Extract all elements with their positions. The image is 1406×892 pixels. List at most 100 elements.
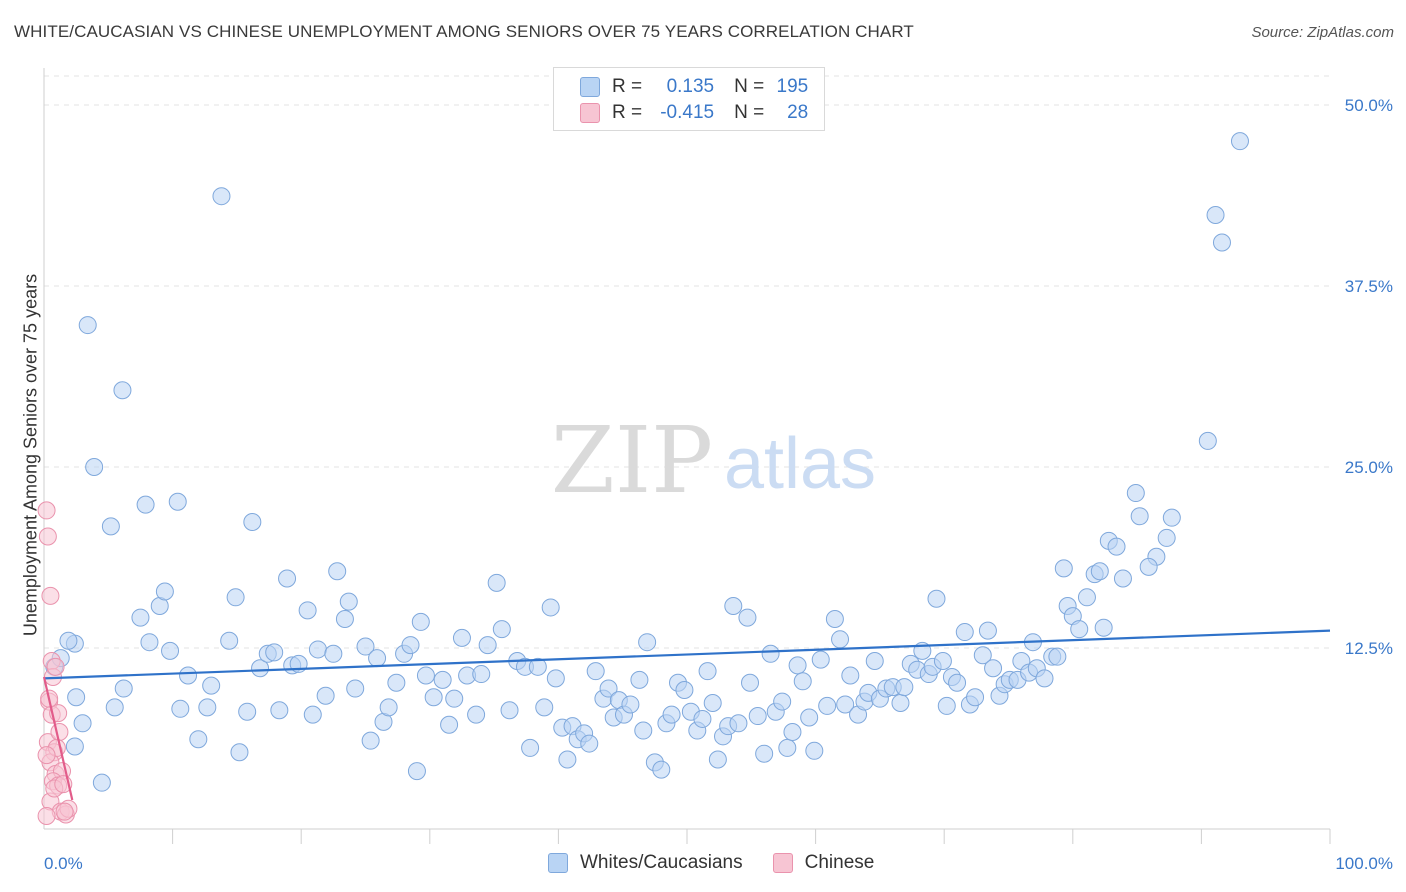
point-chinese: [46, 657, 65, 676]
watermark: ZIP atlas: [551, 407, 876, 514]
point-whites: [783, 722, 802, 741]
point-whites: [805, 741, 824, 760]
point-whites: [948, 673, 967, 692]
legend-r-value: -0.415: [660, 102, 715, 123]
point-whites: [270, 701, 289, 720]
y-tick-label: 50.0%: [1345, 96, 1393, 115]
point-whites: [189, 730, 208, 749]
point-whites: [478, 636, 497, 655]
point-whites: [1077, 588, 1096, 607]
point-whites: [92, 773, 111, 792]
point-whites: [836, 695, 855, 714]
point-whites: [452, 628, 471, 647]
point-whites: [818, 696, 837, 715]
point-whites: [298, 601, 317, 620]
legend-r-label: R =: [612, 102, 643, 123]
point-whites: [230, 743, 249, 762]
point-whites: [202, 676, 221, 695]
point-whites: [433, 670, 452, 689]
point-whites: [1206, 206, 1225, 225]
point-whites: [831, 630, 850, 649]
point-whites: [155, 582, 174, 601]
point-whites: [316, 686, 335, 705]
point-whites: [424, 688, 443, 707]
point-whites: [78, 316, 97, 335]
series-legend-swatch-whites: [548, 853, 568, 873]
legend-row-whites: R = 0.135 N = 195: [580, 75, 808, 99]
point-whites: [755, 744, 774, 763]
point-whites: [1035, 669, 1054, 688]
point-whites: [937, 696, 956, 715]
point-whites: [251, 659, 270, 678]
point-whites: [586, 662, 605, 681]
point-whites: [895, 678, 914, 697]
x-tick-label-min: 0.0%: [44, 854, 83, 873]
point-whites: [238, 702, 257, 721]
point-whites: [85, 457, 104, 476]
point-whites: [741, 673, 760, 692]
x-tick-label-max: 100.0%: [1335, 854, 1393, 873]
tick-labels: 12.5% 25.0% 37.5% 50.0% 0.0% 100.0%: [44, 96, 1393, 873]
point-whites: [487, 573, 506, 592]
trend-lines: [42, 629, 1331, 801]
point-whites: [440, 715, 459, 734]
point-whites: [535, 698, 554, 717]
point-whites: [621, 695, 640, 714]
correlation-legend: R = 0.135 N = 195 R = -0.415 N = 28: [553, 67, 825, 131]
point-whites: [472, 665, 491, 684]
point-whites: [1198, 431, 1217, 450]
point-whites: [401, 636, 420, 655]
point-whites: [411, 612, 430, 631]
legend-n-label: N =: [734, 76, 765, 97]
point-whites: [179, 666, 198, 685]
series-legend-label-chinese: Chinese: [804, 852, 875, 873]
point-whites: [891, 694, 910, 713]
point-whites: [226, 588, 245, 607]
point-whites: [528, 657, 547, 676]
point-whites: [662, 705, 681, 724]
series-legend: Whites/Caucasians Chinese: [548, 852, 904, 874]
point-whites: [1126, 484, 1145, 503]
point-whites: [1212, 233, 1231, 252]
point-whites: [708, 750, 727, 769]
y-axis-title: Unemployment Among Seniors over 75 years: [20, 273, 41, 637]
point-whites: [634, 721, 653, 740]
point-whites: [1070, 620, 1089, 639]
point-whites: [324, 644, 343, 663]
point-whites: [346, 679, 365, 698]
point-whites: [966, 688, 985, 707]
point-whites: [467, 705, 486, 724]
point-whites: [1090, 562, 1109, 581]
point-chinese: [41, 586, 60, 605]
point-whites: [335, 610, 354, 629]
point-whites: [1048, 647, 1067, 666]
point-whites: [788, 656, 807, 675]
point-whites: [140, 633, 159, 652]
point-whites: [1157, 528, 1176, 547]
point-whites: [1130, 507, 1149, 526]
point-whites: [339, 592, 358, 611]
point-whites: [168, 492, 187, 511]
point-whites: [693, 709, 712, 728]
point-whites: [303, 705, 322, 724]
watermark-zip: ZIP: [551, 407, 713, 514]
point-whites: [927, 589, 946, 608]
legend-row-chinese: R = -0.415 N = 28: [580, 101, 808, 125]
point-whites: [379, 698, 398, 717]
grid-lines: [44, 75, 1330, 649]
point-whites: [500, 701, 519, 720]
point-whites: [521, 738, 540, 757]
point-whites: [865, 652, 884, 671]
point-whites: [800, 708, 819, 727]
point-whites: [761, 644, 780, 663]
point-whites: [356, 637, 375, 656]
point-chinese: [55, 802, 74, 821]
point-whites: [171, 699, 190, 718]
point-whites: [368, 649, 387, 668]
point-whites: [1107, 537, 1126, 556]
point-whites: [59, 631, 78, 650]
point-chinese: [50, 722, 69, 741]
point-whites: [445, 689, 464, 708]
legend-swatch-chinese: [580, 103, 600, 123]
point-whites: [361, 731, 380, 750]
